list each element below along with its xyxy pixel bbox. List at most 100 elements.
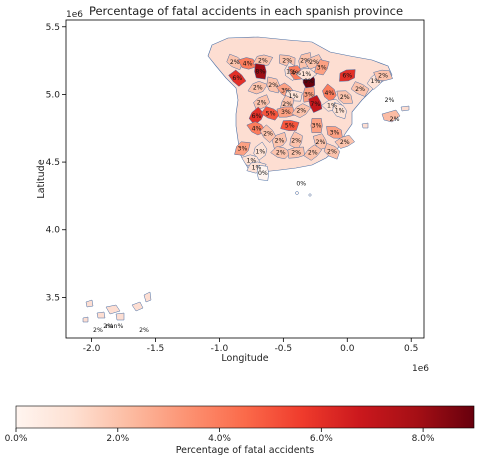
- colorbar-label: Percentage of fatal accidents: [176, 445, 315, 456]
- province-cell: [310, 118, 323, 134]
- y-tick-label: 5.0: [46, 90, 61, 100]
- balearic-islands: [381, 109, 401, 123]
- province-label: nan%: [106, 323, 124, 330]
- province-label: 2%: [340, 139, 350, 146]
- province-label: 2%: [378, 72, 388, 79]
- province-label: 2%: [308, 150, 318, 157]
- province-cell: [308, 94, 323, 113]
- province-cell: [234, 141, 251, 156]
- province-cell: [334, 134, 355, 149]
- province-label: 1%: [286, 68, 296, 75]
- province-label: 1%: [246, 158, 256, 165]
- province-cell: [303, 144, 323, 161]
- province-cell: [266, 76, 280, 94]
- province-labels: 2% 4% 2%8%6%2% 2%1%4%2%3%9%1% 6%1%2%2%2% 2%3%…: [93, 58, 400, 334]
- colorbar-tick-label: 2.0%: [106, 434, 129, 444]
- province-label: 2%: [390, 116, 400, 123]
- province-label: 1%: [327, 102, 337, 109]
- ceuta-enclave: [295, 191, 299, 195]
- canary-island-3: [96, 311, 106, 319]
- province-cell: [336, 90, 354, 104]
- province-label: 2%: [296, 108, 306, 115]
- province-label: 2%: [275, 137, 285, 144]
- province-label: 7%: [310, 101, 320, 108]
- colorbar: 0.0% 2.0% 4.0% 6.0% 8.0% Percentage of fatal…: [5, 405, 475, 456]
- colorbar-gradient: [15, 405, 475, 429]
- map-title: Percentage of fatal accidents in each sp…: [89, 4, 403, 18]
- y-ticks: 3.5 4.0 4.5 5.0 5.5: [46, 23, 66, 303]
- y-tick-label: 5.5: [46, 23, 60, 33]
- province-cell: [287, 146, 305, 159]
- province-label: 1%: [255, 148, 265, 155]
- province-label: 0%: [296, 181, 306, 188]
- province-label: 1%: [289, 93, 299, 100]
- colorbar-tick-label: 8.0%: [412, 434, 435, 444]
- province-label: 2%: [282, 58, 292, 65]
- province-label: 1%: [335, 108, 345, 115]
- province-label: 8%: [255, 68, 265, 75]
- x-scale-label: 1e6: [412, 364, 429, 374]
- province-label: 2%: [291, 137, 301, 144]
- province-cell: [228, 69, 247, 87]
- province-cells: [226, 52, 393, 181]
- province-label: 4%: [291, 70, 301, 77]
- province-cell: [253, 94, 271, 111]
- province-label: 2%: [263, 131, 273, 138]
- province-label: 2%: [230, 59, 240, 66]
- province-label: 2%: [93, 327, 103, 334]
- province-cell: [323, 142, 341, 160]
- y-axis-label: Latitude: [36, 159, 47, 198]
- province-cell: [271, 131, 288, 149]
- province-label: 2%: [316, 139, 326, 146]
- province-label: 2%: [300, 58, 310, 65]
- province-cell: [226, 53, 244, 71]
- x-tick-label: 0.5: [404, 344, 418, 354]
- province-label: 2%: [327, 148, 337, 155]
- province-label: 5%: [285, 123, 295, 130]
- province-cell: [259, 124, 277, 143]
- x-tick-label: -1.0: [211, 344, 229, 354]
- province-cell: [256, 164, 269, 181]
- province-label: 6%: [252, 113, 262, 120]
- x-ticks: -2.0 -1.5 -1.0 -0.5 0.0 0.5: [83, 338, 418, 354]
- province-label: 2%: [257, 100, 267, 107]
- province-label: 1%: [301, 71, 311, 78]
- province-label: 3%: [281, 87, 291, 94]
- province-label: 2%: [253, 85, 263, 92]
- province-cell: [254, 63, 267, 80]
- province-label: 4%: [324, 90, 334, 97]
- province-label: 2%: [103, 323, 113, 330]
- province-label: 5%: [266, 110, 276, 117]
- province-cell: [260, 106, 281, 121]
- province-label: 4%: [252, 125, 262, 132]
- canary-island-4: [105, 304, 121, 315]
- province-label: 9%: [304, 78, 314, 85]
- canary-island-7: [143, 291, 152, 303]
- province-label: 2%: [355, 86, 365, 93]
- province-label: 4%: [243, 60, 253, 67]
- province-label: 3%: [281, 109, 291, 116]
- province-label: 3%: [317, 64, 327, 71]
- x-tick-label: 0.0: [340, 344, 355, 354]
- colorbar-tick-label: 4.0%: [208, 434, 231, 444]
- province-label: 3%: [304, 91, 314, 98]
- colorbar-tick-label: 0.0%: [5, 434, 28, 444]
- province-cell: [332, 102, 347, 120]
- province-label: 3%: [238, 146, 248, 153]
- colorbar-tick-label: 6.0%: [310, 434, 333, 444]
- province-label: 6%: [232, 75, 242, 82]
- canary-island-2: [82, 316, 89, 323]
- x-tick-label: -0.5: [275, 344, 293, 354]
- canary-island-1: [85, 299, 94, 308]
- province-label: 2%: [385, 97, 395, 104]
- y-scale-label: 1e6: [66, 10, 83, 20]
- province-cell: [350, 81, 370, 97]
- province-label: 3%: [330, 129, 340, 136]
- menorca-island: [400, 105, 410, 112]
- province-label: 2%: [268, 82, 278, 89]
- province-cell: [339, 69, 356, 82]
- province-label: 6%: [342, 72, 352, 79]
- province-label: 1%: [252, 164, 262, 171]
- canary-island-5: [115, 312, 125, 321]
